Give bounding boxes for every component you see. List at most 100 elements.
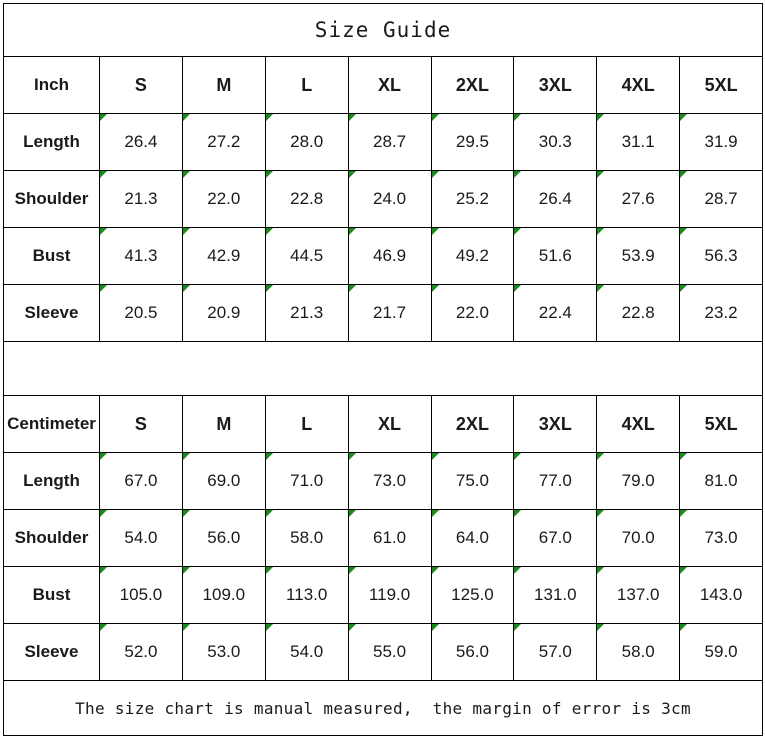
- cell-bust-4xl: 137.0: [596, 566, 681, 624]
- cell-bust-5xl: 143.0: [679, 566, 764, 624]
- cell-length-xl: 73.0: [347, 452, 432, 510]
- cell-marker-icon: [680, 228, 688, 235]
- cell-length-xl: 28.7: [347, 113, 432, 171]
- cell-sleeve-m: 20.9: [181, 284, 266, 342]
- cell-marker-icon: [431, 285, 439, 292]
- cell-length-3xl: 77.0: [513, 452, 598, 510]
- cell-bust-3xl: 131.0: [513, 566, 598, 624]
- row-label-sleeve: Sleeve: [3, 623, 100, 681]
- cell-sleeve-5xl: 23.2: [679, 284, 764, 342]
- cell-length-5xl: 31.9: [679, 113, 764, 171]
- table-row: Length 26.4 27.2 28.0 28.7 29.5 30.3 31.1 31.9: [3, 113, 764, 171]
- cell-marker-icon: [100, 624, 107, 631]
- cell-sleeve-l: 21.3: [264, 284, 349, 342]
- cell-length-m: 27.2: [181, 113, 266, 171]
- cell-length-2xl: 75.0: [430, 452, 515, 510]
- cell-marker-icon: [265, 567, 273, 574]
- title-row: Size Guide: [2, 3, 764, 57]
- cell-marker-icon: [431, 228, 439, 235]
- size-guide-body: Size Guide Inch S M L XL 2XL 3XL 4XL 5XL Length 26.…: [2, 3, 764, 736]
- cell-marker-icon: [514, 114, 522, 121]
- table-spacer: [2, 341, 764, 396]
- cell-marker-icon: [265, 171, 273, 178]
- cell-sleeve-2xl: 56.0: [430, 623, 515, 681]
- cell-bust-m: 109.0: [181, 566, 266, 624]
- cell-sleeve-5xl: 59.0: [679, 623, 764, 681]
- cell-shoulder-3xl: 67.0: [513, 509, 598, 567]
- size-header-4xl: 4XL: [596, 56, 681, 114]
- cell-shoulder-m: 56.0: [181, 509, 266, 567]
- cell-marker-icon: [431, 510, 439, 517]
- cell-marker-icon: [514, 285, 522, 292]
- cell-shoulder-xl: 24.0: [347, 170, 432, 228]
- size-header-m: M: [181, 395, 266, 453]
- cell-marker-icon: [597, 510, 605, 517]
- cell-marker-icon: [182, 171, 190, 178]
- row-label-bust: Bust: [3, 227, 100, 285]
- cell-marker-icon: [265, 624, 273, 631]
- cell-marker-icon: [100, 114, 107, 121]
- cell-marker-icon: [514, 453, 522, 460]
- cell-length-4xl: 31.1: [596, 113, 681, 171]
- cell-marker-icon: [514, 171, 522, 178]
- size-guide-table: Size Guide Inch S M L XL 2XL 3XL 4XL 5XL Length 26.…: [2, 3, 764, 736]
- cell-shoulder-l: 58.0: [264, 509, 349, 567]
- cell-bust-l: 113.0: [264, 566, 349, 624]
- cell-marker-icon: [680, 114, 688, 121]
- row-label-bust: Bust: [3, 566, 100, 624]
- cell-marker-icon: [100, 510, 107, 517]
- page-title: Size Guide: [2, 3, 764, 57]
- footer-note: The size chart is manual measured, the m…: [2, 680, 764, 736]
- cell-bust-5xl: 56.3: [679, 227, 764, 285]
- cell-marker-icon: [597, 624, 605, 631]
- cell-shoulder-5xl: 28.7: [679, 170, 764, 228]
- cell-shoulder-2xl: 25.2: [430, 170, 515, 228]
- size-header-l: L: [264, 56, 349, 114]
- cell-shoulder-2xl: 64.0: [430, 509, 515, 567]
- size-header-s: S: [99, 395, 183, 453]
- cell-shoulder-5xl: 73.0: [679, 509, 764, 567]
- size-header-2xl: 2XL: [430, 395, 515, 453]
- table-row: Shoulder 21.3 22.0 22.8 24.0 25.2 26.4 27.6 28.7: [3, 170, 764, 228]
- cell-shoulder-s: 54.0: [99, 509, 183, 567]
- cell-length-l: 71.0: [264, 452, 349, 510]
- size-header-3xl: 3XL: [513, 56, 598, 114]
- row-label-shoulder: Shoulder: [3, 170, 100, 228]
- cell-sleeve-2xl: 22.0: [430, 284, 515, 342]
- cell-marker-icon: [680, 567, 688, 574]
- cell-bust-m: 42.9: [181, 227, 266, 285]
- size-header-xl: XL: [347, 56, 432, 114]
- cell-marker-icon: [265, 114, 273, 121]
- cell-length-4xl: 79.0: [596, 452, 681, 510]
- cell-marker-icon: [680, 285, 688, 292]
- cell-bust-l: 44.5: [264, 227, 349, 285]
- cell-bust-s: 41.3: [99, 227, 183, 285]
- size-header-s: S: [99, 56, 183, 114]
- cell-sleeve-3xl: 22.4: [513, 284, 598, 342]
- cell-marker-icon: [182, 114, 190, 121]
- cell-marker-icon: [265, 510, 273, 517]
- cell-marker-icon: [431, 624, 439, 631]
- cell-marker-icon: [182, 228, 190, 235]
- unit-header-inch: Inch: [3, 56, 100, 114]
- cell-bust-3xl: 51.6: [513, 227, 598, 285]
- cell-shoulder-4xl: 27.6: [596, 170, 681, 228]
- cell-length-s: 67.0: [99, 452, 183, 510]
- cell-marker-icon: [348, 228, 356, 235]
- cell-bust-s: 105.0: [99, 566, 183, 624]
- cell-marker-icon: [182, 624, 190, 631]
- unit-header-centimeter: Centimeter: [3, 395, 100, 453]
- size-header-m: M: [181, 56, 266, 114]
- row-label-length: Length: [3, 452, 100, 510]
- cell-shoulder-s: 21.3: [99, 170, 183, 228]
- row-label-length: Length: [3, 113, 100, 171]
- cell-marker-icon: [514, 567, 522, 574]
- cell-bust-xl: 46.9: [347, 227, 432, 285]
- cell-length-l: 28.0: [264, 113, 349, 171]
- cell-shoulder-4xl: 70.0: [596, 509, 681, 567]
- cell-marker-icon: [265, 285, 273, 292]
- cell-marker-icon: [431, 114, 439, 121]
- cell-sleeve-4xl: 22.8: [596, 284, 681, 342]
- cell-marker-icon: [431, 567, 439, 574]
- size-header-4xl: 4XL: [596, 395, 681, 453]
